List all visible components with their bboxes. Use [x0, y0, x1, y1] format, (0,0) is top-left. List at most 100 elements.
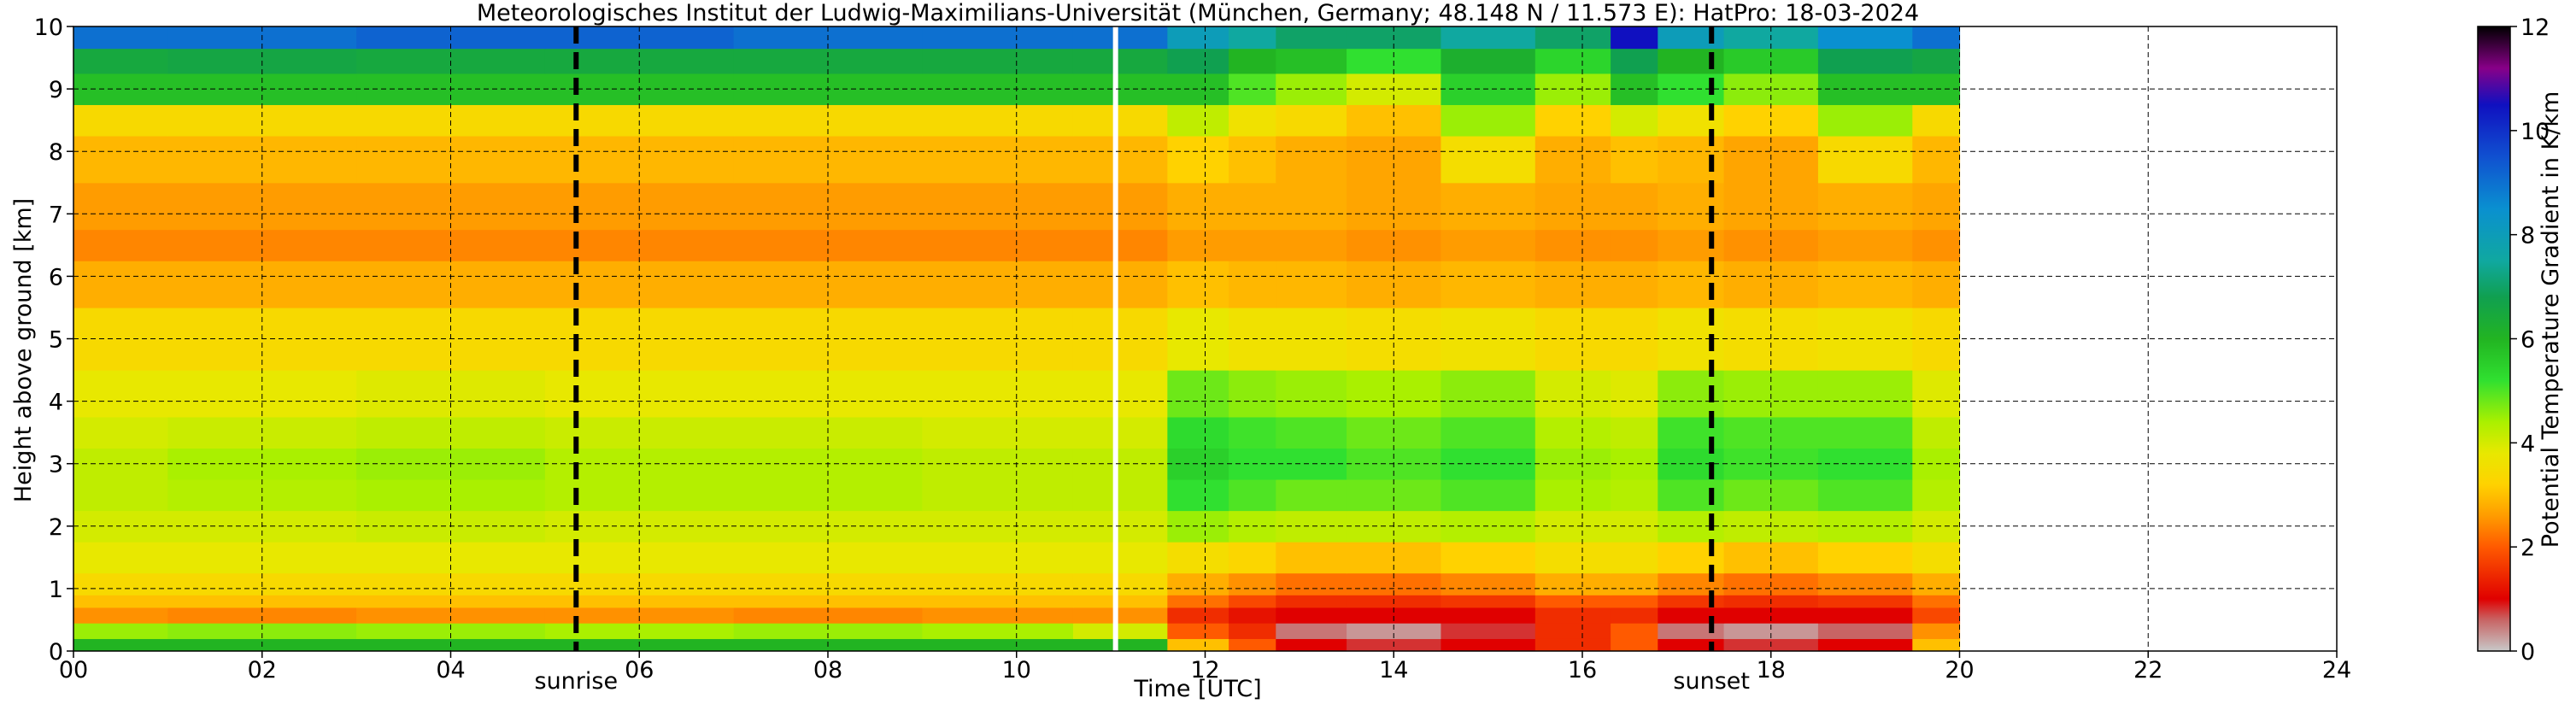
heatmap-cell	[1347, 623, 1442, 639]
heatmap-cell	[1276, 182, 1347, 231]
heatmap-cell	[73, 478, 168, 512]
heatmap-cell	[1441, 595, 1536, 608]
heatmap-cell	[1658, 182, 1725, 231]
heatmap-cell	[1072, 478, 1168, 512]
heatmap-cell	[922, 135, 1074, 184]
heatmap-cell	[1229, 572, 1276, 595]
heatmap-cell	[1658, 638, 1725, 651]
heatmap-cell	[1534, 104, 1611, 137]
heatmap-cell	[1658, 542, 1725, 574]
heatmap-cell	[1441, 182, 1536, 231]
y-tick-label: 9	[49, 77, 63, 103]
heatmap-cell	[1912, 623, 1961, 639]
heatmap-cell	[1912, 182, 1961, 231]
heatmap-cell	[922, 261, 1074, 308]
heatmap-cell	[922, 542, 1074, 574]
heatmap-cell	[1611, 638, 1658, 651]
y-tick-label: 0	[49, 639, 63, 666]
heatmap-cell	[73, 607, 168, 624]
heatmap-cell	[1658, 135, 1725, 184]
heatmap-cell	[1347, 607, 1442, 624]
y-axis-label: Height above ground [km]	[10, 198, 37, 502]
heatmap-cell	[1167, 261, 1229, 308]
heatmap-cell	[1167, 572, 1229, 595]
heatmap-cell	[1276, 416, 1347, 449]
heatmap-cell	[733, 623, 923, 639]
heatmap-cell	[1072, 370, 1168, 418]
heatmap-cell	[1276, 623, 1347, 639]
heatmap-cell	[1441, 48, 1536, 74]
heatmap-cell	[1276, 104, 1347, 137]
heatmap-cell	[1611, 478, 1658, 512]
heatmap-cell	[73, 135, 168, 184]
colorbar-tick-label: 0	[2520, 639, 2535, 666]
heatmap-cell	[1072, 638, 1168, 651]
heatmap-cell	[1611, 182, 1658, 231]
heatmap-cell	[1611, 572, 1658, 595]
colorbar-tick-label: 4	[2520, 431, 2535, 457]
x-tick-label: 14	[1379, 657, 1408, 683]
heatmap-cell	[1817, 416, 1913, 449]
heatmap-cell	[1611, 542, 1658, 574]
heatmap-cell	[1441, 261, 1536, 308]
heatmap-cell	[922, 229, 1074, 261]
heatmap-cell	[1229, 182, 1276, 231]
heatmap-cell	[1534, 416, 1611, 449]
x-tick-labels: 00 02 04 06 08 10 12 14 16 18 20 22 24	[59, 651, 2351, 683]
heatmap-cell	[356, 607, 546, 624]
y-tick-label: 2	[49, 514, 63, 541]
heatmap-cell	[1229, 48, 1276, 74]
y-tick-label: 5	[49, 327, 63, 354]
heatmap-cell	[1611, 48, 1658, 74]
heatmap-cell	[922, 595, 1074, 608]
heatmap-cell	[1534, 572, 1611, 595]
heatmap-cell	[1276, 595, 1347, 608]
heatmap-cell	[1723, 607, 1819, 624]
x-tick-label: 24	[2322, 657, 2351, 683]
colorbar-tick-label: 6	[2520, 327, 2535, 354]
heatmap-cell	[922, 48, 1074, 74]
x-tick-label: 00	[59, 657, 88, 683]
heatmap-cell	[1276, 73, 1347, 105]
heatmap-cell	[1817, 623, 1913, 639]
heatmap-cell	[1167, 416, 1229, 449]
heatmap-cell	[1276, 607, 1347, 624]
heatmap-cell	[1658, 26, 1725, 50]
heatmap-cell	[1167, 229, 1229, 261]
heatmap-cell	[1658, 370, 1725, 418]
heatmap-cell	[1072, 229, 1168, 261]
heatmap-cell	[1912, 104, 1961, 137]
heatmap-cell	[1534, 370, 1611, 418]
y-tick-label: 7	[49, 202, 63, 228]
x-tick-label: 10	[1002, 657, 1031, 683]
heatmap-cell	[544, 607, 735, 624]
heatmap-cell	[73, 48, 168, 74]
heatmap-cell	[1229, 135, 1276, 184]
heatmap-cell	[1611, 307, 1658, 371]
heatmap-cell	[1276, 478, 1347, 512]
heatmap-cell	[1441, 229, 1536, 261]
colorbar-tick-label: 12	[2520, 15, 2550, 41]
heatmap-cell	[1912, 261, 1961, 308]
heatmap-cell	[73, 26, 168, 50]
heatmap-cell	[1912, 607, 1961, 624]
heatmap-cell	[1276, 370, 1347, 418]
heatmap-cell	[1658, 572, 1725, 595]
heatmap-cell	[1167, 595, 1229, 608]
heatmap-cell	[1441, 26, 1536, 50]
y-tick-labels: 0 1 2 3 4 5 6 7 8 9 10	[34, 15, 73, 666]
heatmap-cell	[1658, 623, 1725, 639]
heatmap-cell	[1534, 182, 1611, 231]
heatmap-cell	[1611, 229, 1658, 261]
heatmap-cell	[1167, 542, 1229, 574]
heatmap-cell	[1167, 623, 1229, 639]
x-tick-label: 08	[813, 657, 842, 683]
heatmap-cell	[922, 638, 1074, 651]
x-tick-label: 02	[248, 657, 277, 683]
heatmap-cell	[1072, 48, 1168, 74]
heatmap-cell	[1534, 48, 1611, 74]
heatmap-cell	[73, 623, 168, 639]
heatmap-cell	[1817, 448, 1913, 480]
heatmap-cell	[1817, 510, 1913, 543]
heatmap-cell	[1534, 229, 1611, 261]
